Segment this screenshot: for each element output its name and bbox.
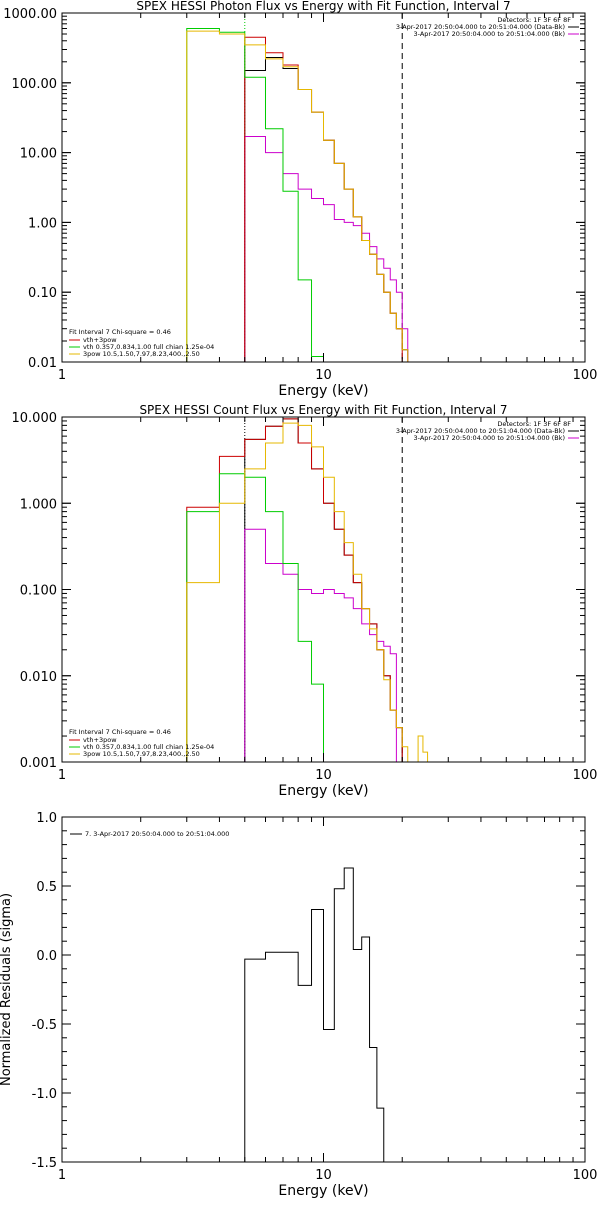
x-axis-label: Energy (keV) bbox=[278, 383, 368, 399]
series-total bbox=[186, 418, 403, 762]
x-tick-label: 10 bbox=[315, 368, 332, 383]
x-tick-label: 1 bbox=[58, 768, 66, 783]
y-tick-label: 1.0 bbox=[36, 811, 57, 826]
x-axis-label: Energy (keV) bbox=[278, 1183, 368, 1199]
series-power bbox=[186, 422, 437, 762]
x-tick-label: 10 bbox=[315, 1168, 332, 1183]
legend-entry: vth+3pow bbox=[83, 736, 117, 744]
x-axis-label: Energy (keV) bbox=[278, 783, 368, 799]
y-tick-label: 0.100 bbox=[20, 584, 57, 599]
y-tick-label: 10.00 bbox=[20, 147, 57, 162]
x-tick-label: 1 bbox=[58, 368, 66, 383]
legend-heading: Fit Interval 7 Chi-square = 0.46 bbox=[69, 328, 171, 336]
legend-entry: 3pow 10.5,1.50,7.97,8.23,400.,2.50 bbox=[83, 750, 200, 758]
y-tick-label: -1.5 bbox=[32, 1156, 57, 1171]
y-tick-label: 0.010 bbox=[20, 670, 57, 685]
y-tick-label: 0.5 bbox=[36, 880, 57, 895]
header-annotation-line: 3-Apr-2017 20:50:04.000 to 20:51:04.000 … bbox=[414, 30, 565, 38]
header-annotation-line: 3-Apr-2017 20:50:04.000 to 20:51:04.000 … bbox=[396, 23, 565, 31]
chart-title: SPEX HESSI Photon Flux vs Energy with Fi… bbox=[136, 0, 510, 13]
y-tick-label: -1.0 bbox=[32, 1087, 57, 1102]
legend-entry: vth 0.357,0.834,1.00 full chian 1.25e-04 bbox=[83, 743, 214, 751]
y-tick-label: 0.10 bbox=[28, 286, 57, 301]
chart-title: SPEX HESSI Count Flux vs Energy with Fit… bbox=[139, 403, 507, 417]
y-tick-label: 0.001 bbox=[20, 756, 57, 771]
legend-heading: Fit Interval 7 Chi-square = 0.46 bbox=[69, 728, 171, 736]
plot-frame bbox=[61, 12, 586, 363]
header-annotation-line: Detectors: 1F 3F 6F 8F bbox=[497, 420, 571, 428]
x-tick-label: 100 bbox=[573, 768, 598, 783]
y-tick-label: -0.5 bbox=[32, 1018, 57, 1033]
x-tick-label: 100 bbox=[573, 1168, 598, 1183]
y-tick-label: 0.0 bbox=[36, 949, 57, 964]
y-tick-label: 1.000 bbox=[20, 497, 57, 512]
x-tick-label: 1 bbox=[58, 1168, 66, 1183]
header-annotation-line: 3-Apr-2017 20:50:04.000 to 20:51:04.000 … bbox=[414, 434, 565, 442]
y-tick-label: 0.01 bbox=[28, 356, 57, 371]
header-annotation-line: Detectors: 1F 3F 6F 8F bbox=[497, 16, 571, 24]
legend-entry: vth 0.357,0.834,1.00 full chian 1.25e-04 bbox=[83, 343, 214, 351]
series-data bbox=[244, 57, 409, 362]
series-power bbox=[186, 30, 428, 362]
series-residuals bbox=[244, 867, 403, 1162]
x-tick-label: 100 bbox=[573, 368, 598, 383]
series-thermal bbox=[186, 473, 324, 762]
series-thermal bbox=[186, 27, 324, 362]
y-tick-label: 10.000 bbox=[12, 411, 58, 426]
legend-entry: vth+3pow bbox=[83, 336, 117, 344]
legend-entry: 7. 3-Apr-2017 20:50:04.000 to 20:51:04.0… bbox=[85, 830, 229, 838]
y-tick-label: 1000.00 bbox=[3, 7, 57, 22]
y-tick-label: 1.00 bbox=[28, 216, 57, 231]
y-tick-label: 100.00 bbox=[12, 77, 58, 92]
x-tick-label: 10 bbox=[315, 768, 332, 783]
series-background bbox=[244, 136, 409, 362]
y-axis-label: Normalized Residuals (sigma) bbox=[0, 893, 14, 1086]
legend-entry: 3pow 10.5,1.50,7.97,8.23,400.,2.50 bbox=[83, 350, 200, 358]
header-annotation-line: 3-Apr-2017 20:50:04.000 to 20:51:04.000 … bbox=[396, 427, 565, 435]
series-background bbox=[244, 528, 403, 762]
